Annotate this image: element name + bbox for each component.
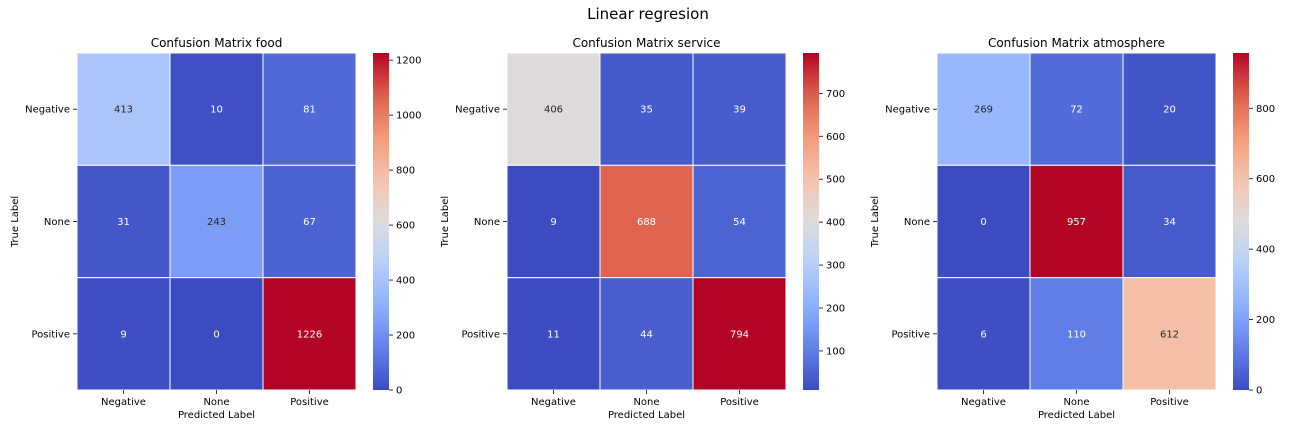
cell-value-label: 31 [117, 217, 130, 228]
cell-value-label: 243 [207, 217, 226, 228]
colorbar-tick-label: 1000 [396, 111, 421, 122]
colorbar-tick-label: 700 [826, 89, 845, 100]
panel-title: Confusion Matrix food [151, 36, 283, 50]
y-tick-label: Negative [885, 105, 930, 116]
cell-value-label: 0 [213, 329, 219, 340]
cell-value-label: 81 [303, 105, 316, 116]
heatmap-cell [936, 164, 1031, 279]
x-tick-label: Negative [101, 397, 146, 408]
colorbar-tick-label: 400 [826, 218, 845, 229]
cell-value-label: 9 [550, 217, 556, 228]
cell-value-label: 35 [640, 105, 653, 116]
colorbar-tick-label: 600 [396, 221, 415, 232]
panel-title: Confusion Matrix atmosphere [988, 36, 1165, 50]
cell-value-label: 6 [980, 329, 986, 340]
colorbar-tick-label: 200 [826, 304, 845, 315]
x-tick-label: None [633, 397, 659, 408]
y-tick-label: Positive [31, 329, 70, 340]
cell-value-label: 9 [120, 329, 126, 340]
y-axis-label: True Label [440, 196, 451, 248]
colorbar-tick-label: 800 [1256, 104, 1275, 115]
heatmap-cell [692, 164, 787, 279]
heatmap-cell [1122, 52, 1217, 166]
cell-value-label: 688 [637, 217, 656, 228]
x-tick-label: Positive [290, 397, 329, 408]
heatmap-cell [936, 277, 1031, 391]
figure-title: Linear regresion [587, 5, 709, 23]
panel-title: Confusion Matrix service [572, 36, 720, 50]
cell-value-label: 957 [1067, 217, 1086, 228]
cell-value-label: 612 [1160, 329, 1179, 340]
heatmap-cell [506, 52, 601, 166]
x-tick-label: Negative [531, 397, 576, 408]
heatmap-cell [936, 52, 1031, 166]
colorbar [803, 53, 819, 390]
cell-value-label: 44 [640, 329, 653, 340]
colorbar-tick-label: 300 [826, 261, 845, 272]
colorbar-tick-label: 100 [826, 346, 845, 357]
y-axis-label: True Label [10, 196, 21, 248]
heatmap-cell [169, 164, 264, 279]
heatmap-cell [169, 277, 264, 391]
x-tick-label: Positive [1150, 397, 1189, 408]
colorbar [373, 53, 389, 390]
heatmap-cell [76, 277, 171, 391]
heatmap-cell [599, 52, 694, 166]
cell-value-label: 0 [980, 217, 986, 228]
x-axis-label: Predicted Label [608, 410, 685, 421]
cell-value-label: 110 [1067, 329, 1086, 340]
cell-value-label: 39 [733, 105, 746, 116]
heatmap-cell [1029, 52, 1124, 166]
colorbar-tick-label: 500 [826, 175, 845, 186]
cell-value-label: 406 [544, 105, 563, 116]
heatmap-cell [1122, 277, 1217, 391]
y-tick-label: None [474, 217, 500, 228]
x-axis-label: Predicted Label [178, 410, 255, 421]
heatmap-cell [1029, 164, 1124, 279]
colorbar-tick-label: 200 [1256, 315, 1275, 326]
colorbar [1233, 53, 1249, 390]
cell-value-label: 11 [547, 329, 560, 340]
y-tick-label: Negative [25, 105, 70, 116]
y-tick-label: Positive [891, 329, 930, 340]
colorbar-tick-label: 0 [1256, 386, 1262, 397]
x-tick-label: Positive [720, 397, 759, 408]
colorbar-tick-label: 200 [396, 331, 415, 342]
cell-value-label: 794 [730, 329, 749, 340]
y-tick-label: Negative [455, 105, 500, 116]
heatmap-cell [262, 52, 357, 166]
colorbar-tick-label: 600 [1256, 174, 1275, 185]
y-tick-label: None [44, 217, 70, 228]
x-tick-label: None [1063, 397, 1089, 408]
x-tick-label: None [203, 397, 229, 408]
cell-value-label: 10 [210, 105, 223, 116]
colorbar-tick-label: 400 [396, 276, 415, 287]
heatmap-cell [692, 277, 787, 391]
y-tick-label: Positive [461, 329, 500, 340]
y-tick-label: None [904, 217, 930, 228]
y-axis-label: True Label [870, 196, 881, 248]
cell-value-label: 1226 [297, 329, 322, 340]
heatmap-cell [506, 277, 601, 391]
cell-value-label: 72 [1070, 105, 1083, 116]
x-axis-label: Predicted Label [1038, 410, 1115, 421]
colorbar-tick-label: 600 [826, 132, 845, 143]
colorbar-tick-label: 0 [396, 386, 402, 397]
cell-value-label: 54 [733, 217, 746, 228]
cell-value-label: 20 [1163, 105, 1176, 116]
colorbar-tick-label: 1200 [396, 56, 421, 67]
cell-value-label: 67 [303, 217, 316, 228]
x-tick-label: Negative [961, 397, 1006, 408]
cell-value-label: 269 [974, 105, 993, 116]
cell-value-label: 413 [114, 105, 133, 116]
heatmap-cell [76, 164, 171, 279]
colorbar-tick-label: 400 [1256, 245, 1275, 256]
heatmap-cell [692, 52, 787, 166]
heatmap-cell [262, 277, 357, 391]
cell-value-label: 34 [1163, 217, 1176, 228]
heatmap-cell [1029, 277, 1124, 391]
colorbar-tick-label: 800 [396, 166, 415, 177]
heatmap-cell [262, 164, 357, 279]
